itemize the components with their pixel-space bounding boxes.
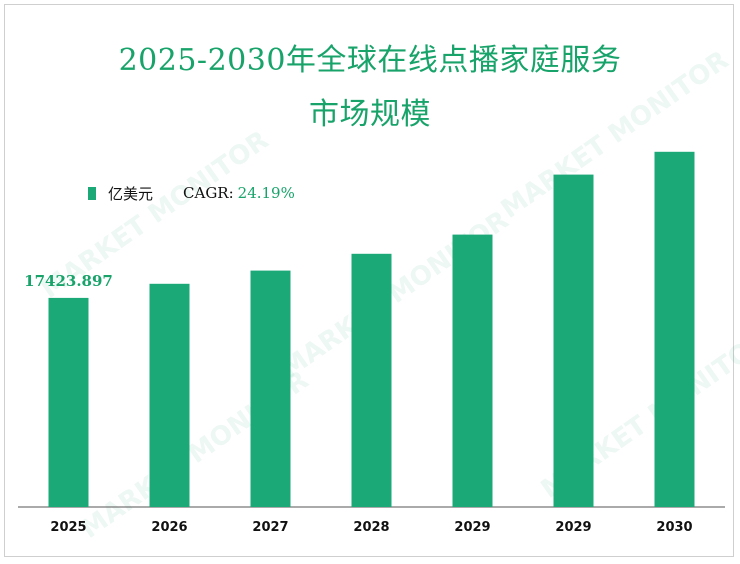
bar-2027 bbox=[250, 270, 291, 507]
x-tick-label: 2029 bbox=[454, 520, 490, 535]
x-tick-label: 2028 bbox=[353, 520, 389, 535]
x-tick-label: 2026 bbox=[151, 520, 187, 535]
data-label: 17423.897 bbox=[24, 272, 113, 290]
x-tick-label: 2027 bbox=[252, 520, 288, 535]
x-tick-label: 2025 bbox=[50, 520, 86, 535]
bar-2028 bbox=[351, 253, 392, 507]
x-tick-label: 2030 bbox=[656, 520, 692, 535]
chart-title-line2: 市场规模 bbox=[309, 97, 431, 132]
bar-2026 bbox=[149, 283, 190, 507]
cagr-label: CAGR: bbox=[183, 184, 234, 202]
x-tick-label: 2029 bbox=[555, 520, 591, 535]
legend-swatch bbox=[88, 186, 96, 200]
legend: 亿美元 CAGR: 24.19% bbox=[88, 182, 295, 204]
bar-2029 bbox=[452, 234, 493, 507]
chart-title-line1: 2025-2030年全球在线点播家庭服务 bbox=[118, 43, 622, 78]
cagr-value: 24.19% bbox=[237, 184, 295, 202]
bar-2030 bbox=[654, 151, 695, 508]
bar-2025 bbox=[48, 297, 89, 507]
legend-series-label: 亿美元 bbox=[108, 184, 154, 203]
bar-2029 bbox=[553, 174, 594, 507]
